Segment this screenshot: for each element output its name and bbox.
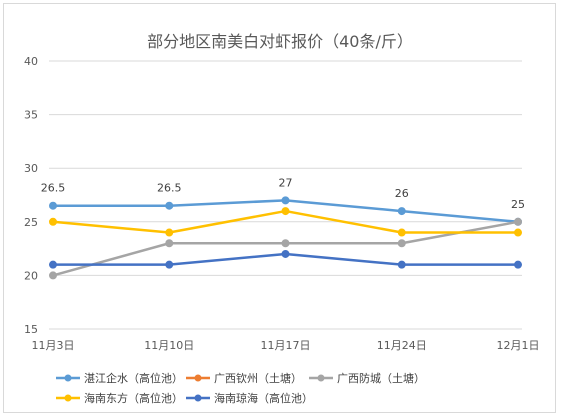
y-tick-label: 20 <box>24 269 38 282</box>
data-point <box>397 260 406 269</box>
chart-frame: 部分地区南美白对虾报价（40条/斤） 15 20 25 30 35 40 11月3日 11月… <box>3 3 556 413</box>
y-tick-label: 40 <box>24 55 38 68</box>
data-point <box>281 239 290 248</box>
x-tick-label: 11月24日 <box>377 339 427 352</box>
legend-label: 海南琼海（高位池） <box>214 391 313 405</box>
x-tick-label: 11月3日 <box>32 339 75 352</box>
data-label: 26 <box>395 187 409 200</box>
data-point <box>49 260 57 269</box>
data-label: 26.5 <box>157 182 182 195</box>
legend-marker <box>64 374 72 382</box>
gridlines <box>49 60 522 330</box>
data-label: 26.5 <box>41 182 66 195</box>
x-tick-label: 12月1日 <box>497 339 540 352</box>
legend-marker <box>194 394 202 402</box>
data-point <box>397 228 406 237</box>
x-tick-label: 11月10日 <box>144 339 194 352</box>
y-axis-ticks: 15 20 25 30 35 40 <box>24 55 38 336</box>
legend-marker <box>194 374 202 382</box>
legend-marker <box>64 394 72 402</box>
legend-label: 广西防城（土塘） <box>337 371 425 385</box>
x-tick-label: 11月17日 <box>261 339 311 352</box>
series-line <box>52 220 519 277</box>
series-group <box>49 196 522 280</box>
chart-title: 部分地区南美白对虾报价（40条/斤） <box>147 32 413 51</box>
y-tick-label: 25 <box>24 216 38 229</box>
data-point <box>514 260 522 269</box>
data-labels: 26.5 26.5 27 26 25 <box>41 176 525 210</box>
data-point <box>49 217 57 226</box>
legend-marker <box>317 374 325 382</box>
data-point <box>281 207 290 216</box>
y-tick-label: 15 <box>24 323 38 336</box>
data-label: 27 <box>279 176 293 189</box>
data-point <box>514 217 522 226</box>
x-axis-ticks: 11月3日 11月10日 11月17日 11月24日 12月1日 <box>32 339 540 352</box>
data-point <box>165 201 174 210</box>
data-point <box>165 239 174 248</box>
data-point <box>397 207 406 216</box>
y-tick-label: 35 <box>24 109 38 122</box>
data-point <box>281 249 290 258</box>
data-label: 25 <box>511 198 525 211</box>
legend-label: 广西钦州（土塘） <box>214 371 302 385</box>
legend-label: 湛江企水（高位池） <box>84 371 183 385</box>
data-point <box>165 260 174 269</box>
data-point <box>397 239 406 248</box>
data-point <box>49 271 57 280</box>
data-point <box>281 196 290 205</box>
data-point <box>49 201 57 210</box>
data-point <box>165 228 174 237</box>
data-point <box>514 228 522 237</box>
legend-label: 海南东方（高位池） <box>84 391 183 405</box>
y-tick-label: 30 <box>24 162 38 175</box>
legend: 湛江企水（高位池） 广西钦州（土塘） 广西防城（土塘） 海南东方（高位池） 海南琼海（高… <box>56 371 425 405</box>
